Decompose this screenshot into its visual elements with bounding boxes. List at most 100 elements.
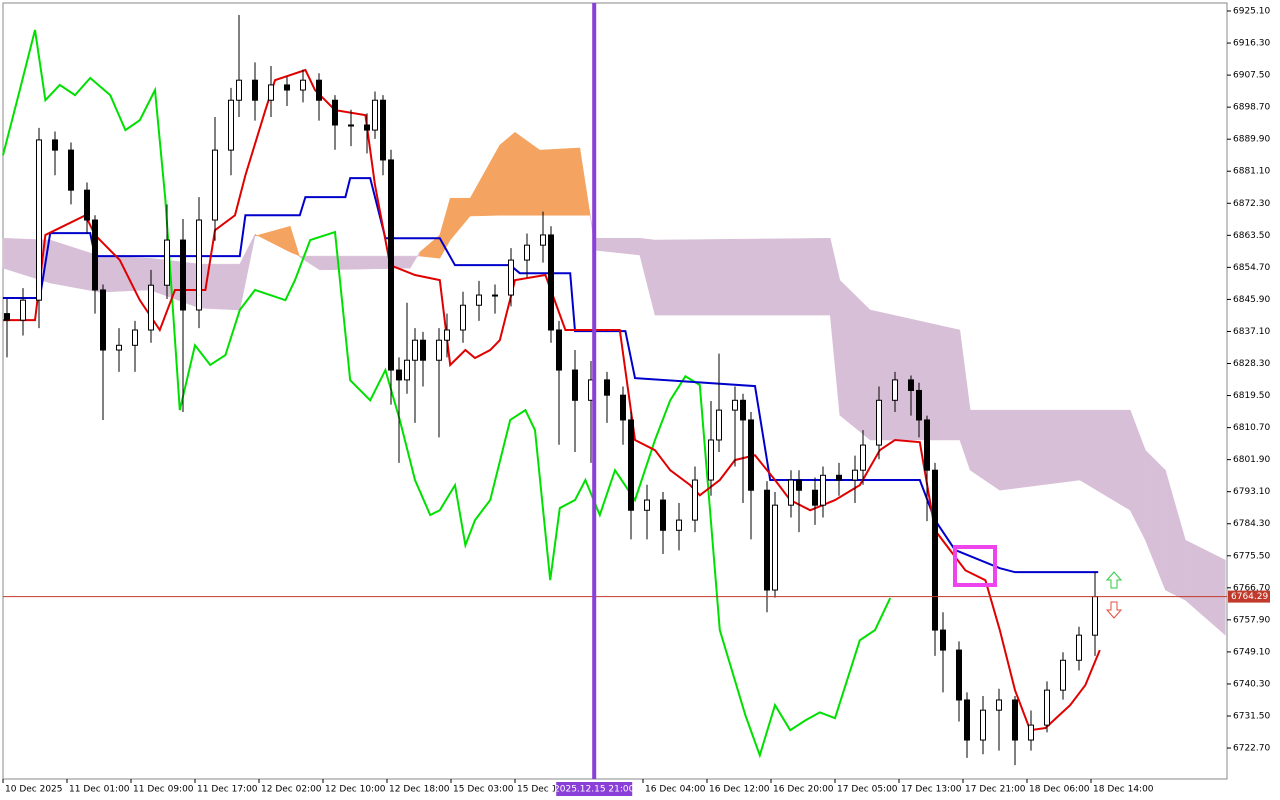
candle-body [268,84,274,101]
y-tick-label: 6766.70 [1233,583,1270,593]
candle-body [1012,699,1018,741]
candle-body [996,699,1002,711]
candle-body [236,79,242,101]
candle-body [556,329,562,371]
y-tick-label: 6828.30 [1233,359,1270,369]
candle-body [692,479,698,521]
x-tick-label: 16 Dec 12:00 [709,785,770,795]
x-tick-label: 17 Dec 21:00 [965,785,1026,795]
candle-body [196,219,202,311]
last-price-label: 6764.29 [1231,592,1268,602]
candle-body [388,159,394,371]
x-tick-label: 16 Dec 04:00 [645,785,706,795]
y-tick-label: 6731.50 [1233,712,1270,722]
y-tick-label: 6810.70 [1233,423,1270,433]
y-tick-label: 6722.70 [1233,744,1270,754]
candle-body [620,394,626,421]
x-tick-label: 15 Dec 11:00 [517,785,578,795]
indicator-line [2,29,892,759]
x-tick-label: 15 Dec 03:00 [453,785,514,795]
candle-body [1044,689,1050,726]
candle-body [380,99,386,161]
y-tick-label: 6854.70 [1233,263,1270,273]
candle-body [492,294,498,297]
candle-body [812,489,818,506]
x-tick-label: 12 Dec 02:00 [261,785,322,795]
candle-body [1060,659,1066,691]
y-tick-label: 6925.10 [1233,7,1270,17]
candle-body [924,419,930,471]
candle-body [748,419,754,491]
axes: 6925.10 6916.30 6907.50 6898.70 6889.90 6881.… [2,7,1270,796]
candle-body [180,239,186,311]
x-tick-label: 12 Dec 10:00 [325,785,386,795]
candle-body [740,399,746,421]
candle-body [604,379,610,396]
candle-body [436,339,442,361]
indicator-line [3,177,1099,574]
candle-body [676,519,682,531]
candle-body [460,304,466,331]
candle-body [892,379,898,401]
y-tick-label: 6784.30 [1233,519,1270,529]
candle-body [132,329,138,346]
y-tick-label: 6775.50 [1233,551,1270,561]
overlay [3,3,1227,779]
candle-body [660,499,666,531]
x-tick-label: 11 Dec 01:00 [69,785,130,795]
cloud-segment [99,255,151,293]
candle-body [116,344,122,351]
candle-body [836,474,842,481]
candle-body [572,369,578,401]
plot-frame [2,2,1228,780]
y-tick-label: 6916.30 [1233,39,1270,49]
x-tick-label: 17 Dec 13:00 [901,785,962,795]
candle-body [1092,596,1098,636]
candle-body [36,139,42,301]
cloud-segment [499,131,516,216]
y-tick-label: 6793.10 [1233,487,1270,497]
x-tick-label: 16 Dec 20:00 [773,785,834,795]
last-price-box [1228,590,1270,603]
candle-body [300,79,306,91]
candle-body [540,234,546,246]
x-tick-label: 17 Dec 05:00 [837,785,898,795]
candle-body [476,294,482,306]
candle-body [68,149,74,191]
highlight-box [953,545,997,587]
candle-body [876,399,882,446]
cloud-segment [1185,539,1226,636]
candle-body [404,359,410,381]
x-tick-label: 11 Dec 09:00 [133,785,194,795]
candle-body [628,419,634,511]
candle-body [732,399,738,411]
y-tick-label: 6749.10 [1233,647,1270,657]
candle-body [932,469,938,631]
candle-body [284,84,290,91]
candle-body [20,299,26,321]
x-tick-label: 11 Dec 17:00 [197,785,258,795]
candle-body [228,99,234,151]
candle-body [420,339,426,361]
y-tick-label: 6889.90 [1233,135,1270,145]
cloud-segment [539,147,581,216]
candle-body [212,149,218,221]
candle-body [148,284,154,331]
candle-body [940,629,946,651]
y-tick-label: 6845.90 [1233,295,1270,305]
cloud [2,131,1226,636]
candle-body [852,469,858,481]
candle-body [716,409,722,441]
cloud-segment [579,147,591,216]
candle-body [444,329,450,341]
candle-body [548,234,554,331]
crosshair-label-box [556,782,633,796]
cloud-segment [999,409,1081,491]
candle-body [4,313,10,321]
cloud-segment [654,237,831,316]
candle-body [52,139,58,151]
y-tick-label: 6837.10 [1233,327,1270,337]
candle-body [84,189,90,221]
candle-body [524,244,530,261]
candle-body [412,339,418,361]
